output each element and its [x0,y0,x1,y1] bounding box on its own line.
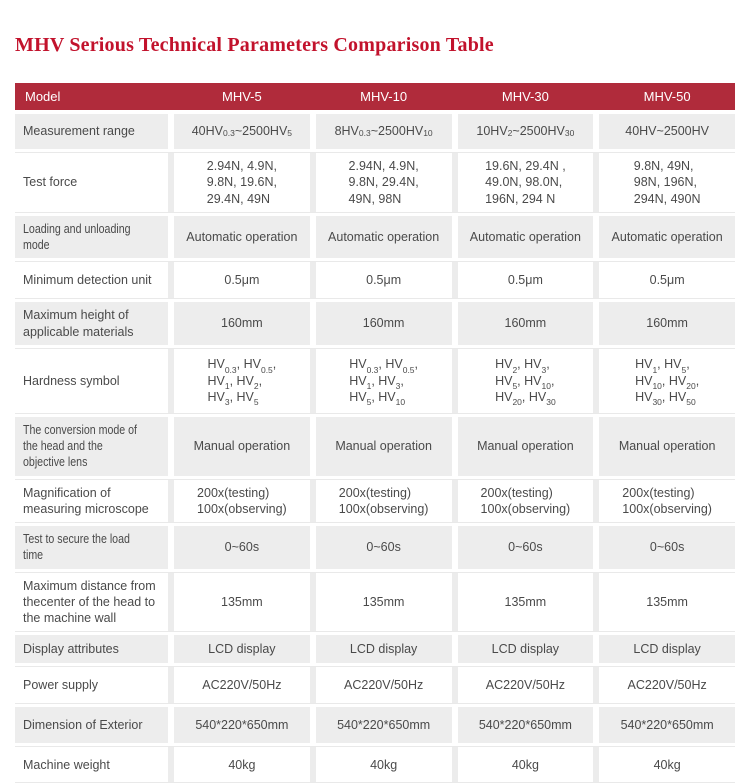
value-cell-mhv-30: 135mm [457,572,594,632]
row-label: Measurement range [15,114,168,149]
value-cell-mhv-5: 135mm [174,572,310,632]
header-model-label: Model [25,89,61,104]
table-row: Test to secure the load time 0~60s 0~60s 0~… [15,526,735,569]
row-label: The conversion mode of the head and the … [15,416,168,476]
value-cell-mhv-30: LCD display [457,635,594,664]
value-cell-mhv-30: Manual operation [457,416,594,476]
value-cell-mhv-50: 160mm [599,302,735,345]
value-cell-mhv-10: Automatic operation [315,215,452,259]
value-cell-mhv-5: HV0.3, HV0.5, HV1, HV2, HV3, HV5 [174,348,310,413]
value-cell-mhv-30: AC220V/50Hz [457,667,594,704]
value-cell-mhv-10: 540*220*650mm [315,707,452,744]
value-cell-mhv-50: AC220V/50Hz [599,667,735,704]
table-row: The conversion mode of the head and the … [15,416,735,476]
table-row: Dimension of Exterior 540*220*650mm 540*22… [15,707,735,744]
row-label: Magnification of measuring microscope [15,479,168,522]
value-cell-mhv-30: 19.6N, 29.4N , 49.0N, 98.0N, 196N, 294 N [457,153,594,212]
table-row: Machine weight 40kg 40kg 40kg 40kg [15,746,735,783]
table-row: Hardness symbol HV0.3, HV0.5, HV1, HV2, HV3… [15,347,735,414]
row-label: Loading and unloading mode [15,215,168,259]
table-row: Power supply AC220V/50Hz AC220V/50Hz AC220V… [15,666,735,705]
value-cell-mhv-10: 2.94N, 4.9N, 9.8N, 29.4N, 49N, 98N [315,153,452,212]
row-label: Minimum detection unit [15,262,168,299]
value-cell-mhv-5: 40kg [174,747,310,783]
value-cell-mhv-50: Manual operation [599,416,735,476]
page-title: MHV Serious Technical Parameters Compari… [15,34,494,56]
table-row: Measurement range 40HV 0.3 ~2500HV 5 8HV 0.3 ~2… [15,114,735,149]
value-cell-mhv-30: 540*220*650mm [457,707,594,744]
value-cell-mhv-5: 0.5μm [174,262,310,299]
header-column-mhv-30: MHV-30 [501,89,549,104]
value-cell-mhv-30: 40kg [457,747,594,783]
table-row: Test force 2.94N, 4.9N, 9.8N, 19.6N, 29.4N,… [15,152,735,213]
value-cell-mhv-50: 0.5μm [599,262,735,299]
value-cell-mhv-10: 0.5μm [315,262,452,299]
header-column-mhv-50: MHV-50 [643,89,691,104]
value-cell-mhv-5: 540*220*650mm [174,707,310,744]
value-cell-mhv-10: 8HV 0.3 ~2500HV 10 [315,114,452,149]
value-cell-mhv-30: 10HV 2 ~2500HV 30 [457,114,594,149]
table-header-row: Model MHV-5 MHV-10 MHV-30 MHV-50 [15,83,735,110]
row-label: Maximum height of applicable materials [15,302,168,345]
value-cell-mhv-5: Automatic operation [174,215,310,259]
value-cell-mhv-10: 200x(testing) 100x(observing) [315,479,452,522]
row-label: Display attributes [15,635,168,664]
table-row: Minimum detection unit 0.5μm 0.5μm 0.5μm 0.5… [15,261,735,300]
value-cell-mhv-5: LCD display [174,635,310,664]
value-cell-mhv-5: 200x(testing) 100x(observing) [174,479,310,522]
value-cell-mhv-10: LCD display [315,635,452,664]
value-cell-mhv-50: 135mm [599,572,735,632]
value-cell-mhv-50: HV1, HV5, HV10, HV20, HV30, HV50 [599,348,735,413]
row-label: Test force [15,153,168,212]
value-cell-mhv-50: 40HV~2500HV [599,114,735,149]
header-column-mhv-5: MHV-5 [222,89,262,104]
value-cell-mhv-10: 160mm [315,302,452,345]
value-cell-mhv-10: Manual operation [315,416,452,476]
value-cell-mhv-50: LCD display [599,635,735,664]
header-column-mhv-10: MHV-10 [360,89,408,104]
value-cell-mhv-50: Automatic operation [599,215,735,259]
value-cell-mhv-50: 200x(testing) 100x(observing) [599,479,735,522]
value-cell-mhv-50: 40kg [599,747,735,783]
value-cell-mhv-50: 9.8N, 49N, 98N, 196N, 294N, 490N [599,153,735,212]
table-row: Maximum distance from thecenter of the h… [15,571,735,633]
value-cell-mhv-30: 0~60s [457,526,594,569]
value-cell-mhv-30: Automatic operation [457,215,594,259]
parameters-table: Model MHV-5 MHV-10 MHV-30 MHV-50 Measuremen… [15,83,735,783]
value-cell-mhv-5: 160mm [174,302,310,345]
row-label: Machine weight [15,747,168,783]
value-cell-mhv-10: HV0.3, HV0.5, HV1, HV3, HV5, HV10 [315,348,452,413]
table-body: Measurement range 40HV 0.3 ~2500HV 5 8HV 0.3 ~2… [15,114,735,783]
value-cell-mhv-5: 40HV 0.3 ~2500HV 5 [174,114,310,149]
value-cell-mhv-30: 160mm [457,302,594,345]
value-cell-mhv-5: 2.94N, 4.9N, 9.8N, 19.6N, 29.4N, 49N [174,153,310,212]
value-cell-mhv-50: 0~60s [599,526,735,569]
value-cell-mhv-10: AC220V/50Hz [315,667,452,704]
table-row: Loading and unloading mode Automatic oper… [15,215,735,259]
value-cell-mhv-10: 135mm [315,572,452,632]
value-cell-mhv-30: 200x(testing) 100x(observing) [457,479,594,522]
value-cell-mhv-10: 40kg [315,747,452,783]
row-label: Maximum distance from thecenter of the h… [15,572,168,632]
value-cell-mhv-5: 0~60s [174,526,310,569]
value-cell-mhv-30: HV2, HV3, HV5, HV10, HV20, HV30 [457,348,594,413]
table-row: Maximum height of applicable materials 16… [15,302,735,345]
value-cell-mhv-50: 540*220*650mm [599,707,735,744]
value-cell-mhv-5: AC220V/50Hz [174,667,310,704]
value-cell-mhv-5: Manual operation [174,416,310,476]
row-label: Power supply [15,667,168,704]
table-row: Magnification of measuring microscope 200… [15,478,735,523]
row-label: Dimension of Exterior [15,707,168,744]
row-label: Hardness symbol [15,348,168,413]
value-cell-mhv-30: 0.5μm [457,262,594,299]
table-row: Display attributes LCD display LCD display… [15,635,735,664]
row-label: Test to secure the load time [15,526,168,569]
value-cell-mhv-10: 0~60s [315,526,452,569]
